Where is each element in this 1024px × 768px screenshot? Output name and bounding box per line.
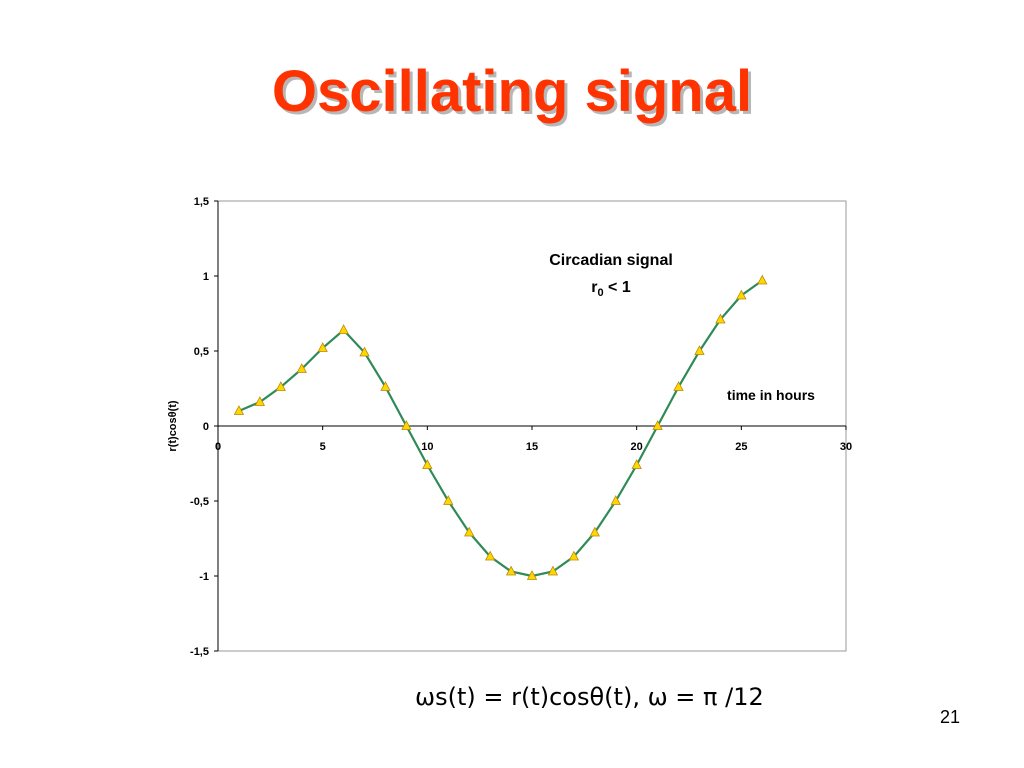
x-tick-label: 20 [631, 441, 643, 453]
data-point [757, 274, 768, 285]
y-tick-label: -0,5 [190, 496, 209, 508]
data-point [359, 346, 370, 357]
condition-suffix: < 1 [604, 279, 631, 296]
data-point [631, 459, 642, 469]
x-tick-label: 10 [421, 441, 433, 453]
data-point [484, 550, 496, 561]
data-point [317, 342, 328, 352]
data-point [233, 405, 245, 415]
data-point [736, 289, 747, 300]
x-ticks: 0 5 10 15 20 25 30 [215, 426, 852, 453]
data-point [464, 526, 475, 537]
data-point [610, 495, 621, 505]
x-tick-label: 5 [320, 441, 326, 453]
y-tick-label: 0,5 [194, 346, 209, 358]
data-point [338, 324, 349, 334]
data-point [652, 420, 663, 430]
data-point [589, 526, 600, 537]
data-point [568, 550, 580, 561]
data-point [275, 381, 286, 391]
x-tick-label: 0 [215, 441, 221, 453]
y-tick-label: -1 [199, 571, 209, 583]
data-point [422, 459, 433, 469]
condition-subscript: 0 [597, 287, 603, 299]
data-point [401, 420, 412, 430]
y-axis-label: r(t)cosθ(t) [167, 400, 179, 451]
y-tick-label: -1,5 [190, 646, 209, 658]
data-markers [233, 274, 768, 580]
formula: ωs(t) = r(t)cosθ(t), ω = π /12 [415, 683, 764, 711]
series-line [238, 279, 763, 578]
x-tick-label: 25 [735, 441, 747, 453]
signal-label: Circadian signal [549, 252, 673, 269]
x-tick-label: 15 [526, 441, 538, 453]
data-point [296, 363, 307, 373]
data-point [673, 381, 684, 391]
condition-label: r0 < 1 [591, 279, 631, 299]
y-tick-label: 1 [203, 271, 209, 283]
y-ticks: 1,5 1 0,5 0 -0,5 -1 -1,5 [190, 196, 218, 658]
data-point [254, 396, 266, 406]
condition-prefix: r [591, 279, 597, 296]
time-label: time in hours [727, 387, 815, 403]
data-point [443, 495, 454, 505]
data-point [715, 313, 726, 324]
data-point [380, 381, 391, 391]
slide-number: 21 [939, 707, 960, 727]
y-tick-label: 1,5 [194, 196, 209, 208]
x-tick-label: 30 [840, 441, 852, 453]
slide-title: Oscillating signal [271, 59, 753, 124]
y-tick-label: 0 [203, 421, 209, 433]
data-point [694, 345, 705, 355]
data-point [505, 565, 517, 576]
data-point [547, 565, 559, 576]
data-point [526, 570, 538, 580]
